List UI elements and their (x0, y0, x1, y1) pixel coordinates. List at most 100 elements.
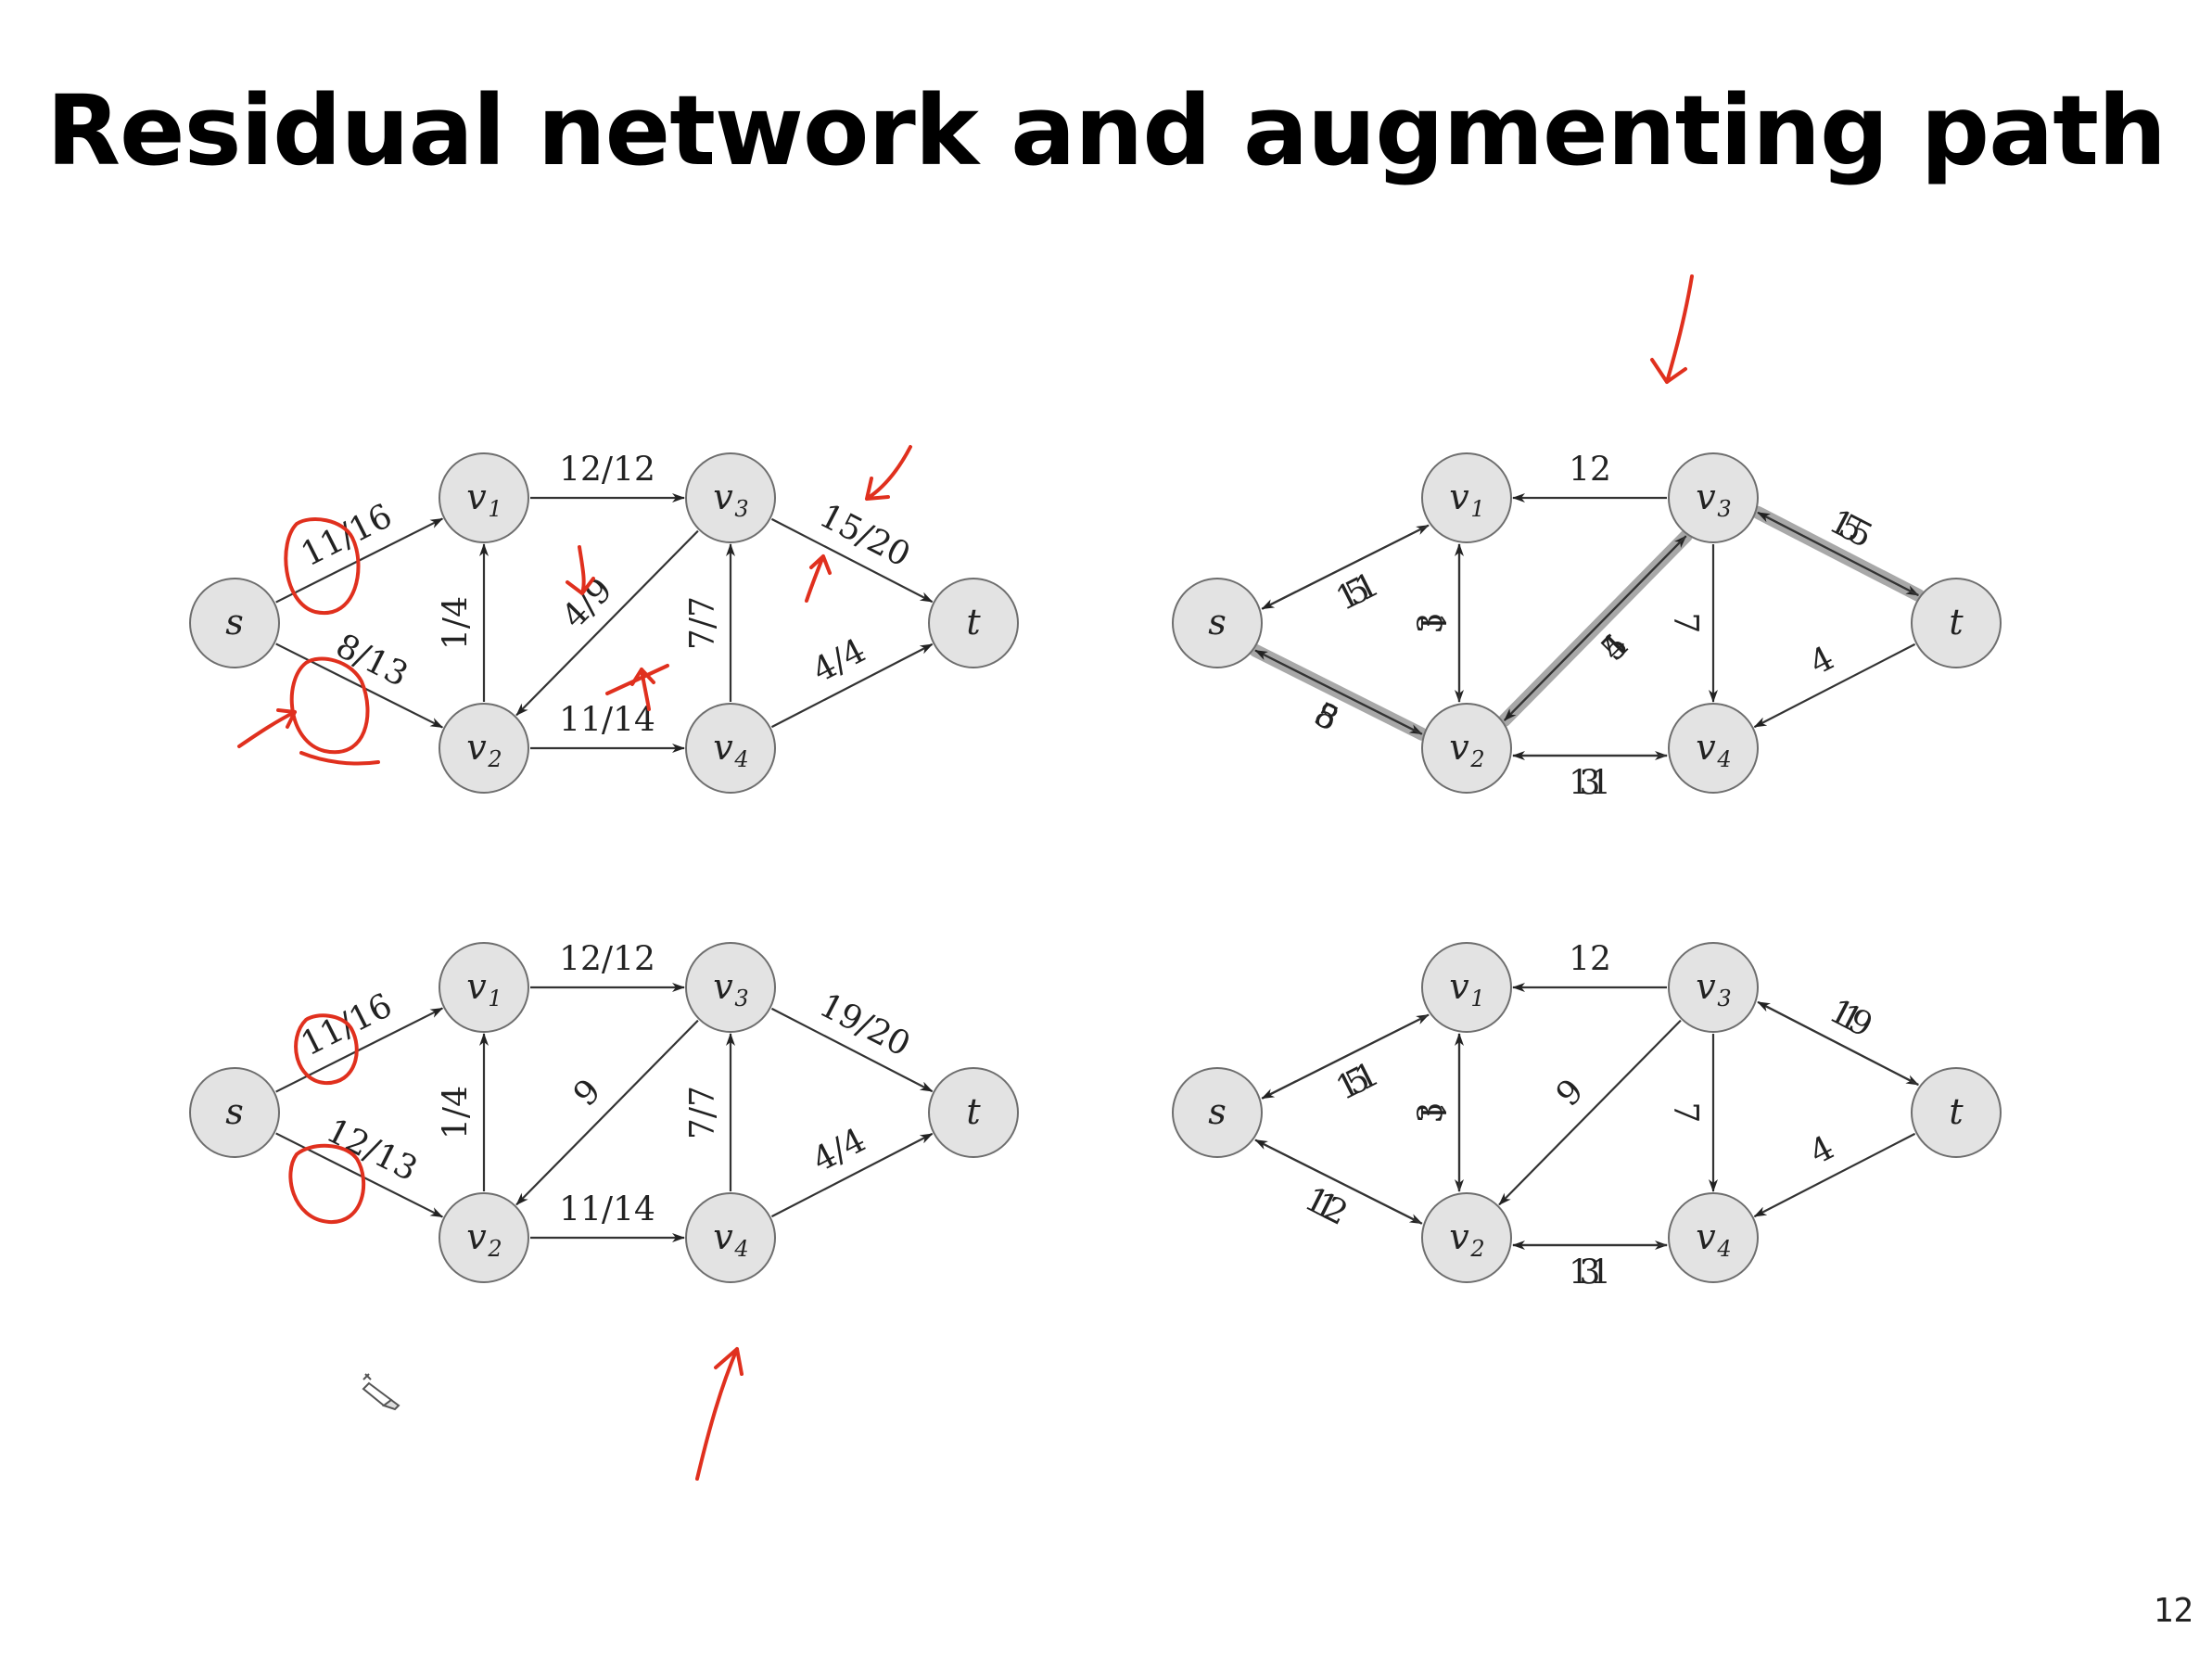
ink-underline-s-v2 (299, 751, 380, 766)
edge-t-v3: 19 (1757, 992, 1919, 1086)
node-subscript-v4: 4 (733, 1236, 748, 1262)
node-label-t: t (1949, 602, 1964, 643)
edge-label-v2-v1: 1/4 (438, 596, 476, 650)
edge-label-v4-v2: 11 (1569, 1254, 1611, 1292)
edge-v4-t: 4/4 (770, 1121, 934, 1218)
edge-label-t-v4: 4 (1804, 1128, 1840, 1172)
edge-v4-v3: 7/7 (684, 1033, 735, 1191)
node-subscript-v1: 1 (488, 986, 502, 1011)
node-subscript-v2: 2 (487, 746, 502, 772)
node-s: s (1172, 578, 1263, 668)
edge-v2-v1: 3 (1413, 1033, 1464, 1191)
edge-v1-s: 11 (1261, 524, 1430, 618)
ink-circle-s-v2-flow (289, 656, 370, 755)
edge-label-v2-s: 12 (1299, 1180, 1354, 1233)
edge-label-s-v2: 8/13 (330, 627, 414, 694)
node-s: s (1172, 1067, 1263, 1158)
ink-arrow-v3-v2-up (630, 668, 655, 711)
edge-label-v2-v1: 3 (1413, 613, 1451, 634)
edge-label-v4-v3: 7/7 (684, 596, 722, 650)
edge-t-v4: 4 (1753, 1128, 1916, 1218)
node-subscript-v2: 2 (1469, 746, 1484, 772)
edge-label-v2-v1: 1/4 (438, 1086, 476, 1139)
node-label-v2: v (466, 727, 487, 768)
node-subscript-v1: 1 (1470, 496, 1484, 522)
ink-arrow-v3-t-down (865, 445, 912, 501)
node-label-v4: v (713, 727, 733, 768)
edge-label-v3-t: 15/20 (813, 497, 916, 575)
edge-v2-v4: 11/14 (530, 702, 685, 753)
edge-v3-v2: 9 (1498, 1019, 1682, 1206)
edge-v3-v2: 9 (515, 1019, 699, 1206)
edge-label-v3-v2: 5 (1594, 627, 1635, 668)
edge-label-v3-v2: 9 (566, 1072, 608, 1113)
node-subscript-v4: 4 (733, 746, 748, 772)
edge-s-v1: 11/16 (275, 986, 444, 1093)
edge-label-v3-v1: 12 (1569, 941, 1611, 979)
ink-strike-v3-v2 (605, 664, 669, 695)
edge-label-t-v4: 4 (1804, 639, 1840, 682)
edge-v3-v1: 12 (1512, 452, 1667, 503)
node-label-v1: v (466, 477, 487, 517)
edge-label-v4-v3: 7/7 (684, 1086, 722, 1139)
pen-cursor-icon (362, 1373, 400, 1411)
handwritten-annotations (237, 274, 1694, 1481)
node-label-v1: v (1449, 966, 1469, 1007)
node-label-v4: v (1696, 1216, 1716, 1257)
edge-v1-v3: 12/12 (530, 452, 685, 503)
ink-circle-s-v1-flow-2 (294, 1013, 359, 1086)
edge-v2-v4: 11/14 (530, 1191, 685, 1242)
node-subscript-v3: 3 (734, 986, 748, 1011)
edge-label-v1-v3: 12/12 (559, 452, 655, 490)
node-subscript-v1: 1 (488, 496, 502, 522)
edge-label-v3-v2: 9 (1549, 1072, 1591, 1113)
edge-v3-t: 15/20 (770, 497, 934, 604)
node-label-v2: v (1449, 1216, 1469, 1257)
node-label-s: s (1208, 602, 1227, 643)
edge-v4-t: 4/4 (770, 631, 934, 729)
edge-label-v2-v4: 3 (1580, 765, 1601, 803)
flow-top-left: 11/168/131/412/124/911/147/715/204/4sv 1v… (189, 452, 1019, 794)
node-label-s: s (225, 602, 244, 643)
edge-label-v3-t: 19/20 (813, 986, 916, 1064)
edge-v1-s: 11 (1261, 1013, 1430, 1108)
ink-arrow-residual-top (1650, 274, 1694, 384)
edge-v2-v1: 3 (1413, 543, 1464, 702)
edge-v3-v4: 7 (1667, 544, 1718, 703)
edge-label-t-v3: 19 (1824, 992, 1879, 1045)
ink-circle-s-v1-flow (284, 517, 361, 616)
ink-circle-s-v2-flow-2 (288, 1143, 366, 1225)
edge-t-v4: 4 (1753, 639, 1916, 729)
node-t: t (1911, 578, 2002, 668)
node-subscript-v3: 3 (1717, 986, 1731, 1011)
edge-label-v3-v4: 7 (1667, 613, 1705, 634)
node-s: s (189, 1067, 280, 1158)
node-label-v3: v (1696, 966, 1716, 1007)
edge-label-v4-v2: 11 (1569, 765, 1611, 803)
node-t: t (1911, 1067, 2002, 1158)
node-label-v1: v (1449, 477, 1469, 517)
edge-v4-v2: 11 (1512, 1240, 1667, 1292)
page-number: 12 (2153, 1592, 2193, 1630)
node-subscript-v4: 4 (1716, 1236, 1731, 1262)
edge-v2-s: 12 (1254, 1139, 1423, 1233)
node-t: t (928, 1067, 1019, 1158)
edge-v3-t: 19/20 (770, 986, 934, 1093)
node-label-v3: v (713, 477, 733, 517)
